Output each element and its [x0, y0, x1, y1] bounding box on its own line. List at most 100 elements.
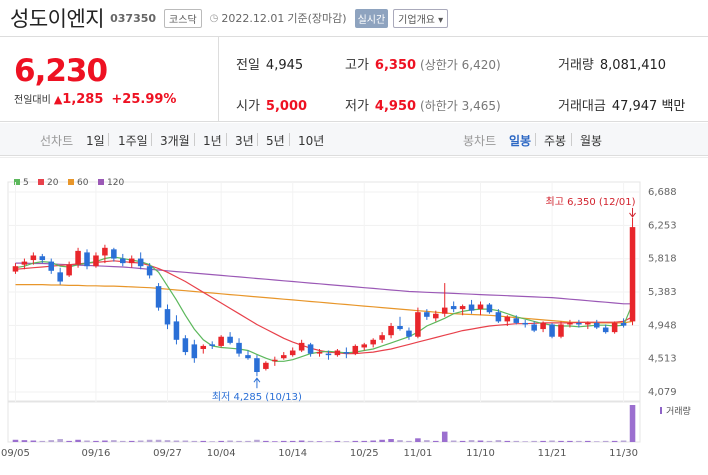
- amount-value: 47,947 백만: [611, 99, 686, 114]
- ma5-line: [15, 256, 634, 362]
- candle-body: [227, 336, 233, 343]
- tab-candle-chart[interactable]: 봉차트: [463, 134, 497, 148]
- volume-bar: [388, 439, 394, 442]
- volume-bar: [441, 431, 448, 442]
- candle-body: [111, 249, 117, 259]
- candle-body: [164, 309, 171, 325]
- volume-bar: [486, 440, 493, 442]
- volume-bar: [611, 440, 618, 442]
- legend-swatch-5: [14, 179, 20, 185]
- volume-bar: [477, 440, 484, 442]
- volume-bar: [629, 405, 636, 442]
- candle-body: [209, 344, 215, 346]
- company-info-dropdown[interactable]: 기업개요 ▾: [393, 8, 449, 28]
- tab-weekly[interactable]: 주봉: [544, 134, 567, 148]
- x-tick-label: 10/04: [207, 448, 236, 459]
- company-info-label: 기업개요: [398, 14, 435, 26]
- x-tick-label: 11/30: [609, 448, 638, 459]
- candle-body: [272, 359, 278, 362]
- volume-legend-swatch: [660, 407, 662, 414]
- tab-5year[interactable]: 5년: [266, 134, 285, 148]
- legend-label-120: 120: [107, 178, 124, 188]
- y-tick-label: 5,818: [648, 254, 677, 265]
- tab-10year[interactable]: 10년: [298, 134, 325, 148]
- tab-1year[interactable]: 1년: [203, 134, 222, 148]
- tab-monthly[interactable]: 월봉: [580, 134, 603, 148]
- volume-bar: [272, 441, 278, 442]
- price-change: 전일대비 ▲ 1,285 +25.99%: [14, 91, 176, 107]
- open-price: 시가 5,000: [236, 95, 307, 114]
- low-label: 저가: [345, 99, 369, 114]
- x-tick-label: 09/16: [82, 448, 111, 459]
- volume-bar: [93, 440, 99, 442]
- candle-body: [522, 322, 528, 325]
- candle-body: [352, 345, 359, 354]
- volume: 거래량 8,081,410: [558, 54, 666, 73]
- candle-body: [128, 258, 135, 264]
- candle-body: [593, 322, 600, 328]
- volume-bar: [379, 439, 385, 442]
- volume-bar: [540, 440, 546, 442]
- volume-bar: [531, 440, 537, 442]
- tab-daily[interactable]: 일봉: [509, 134, 532, 148]
- volume-bar: [280, 440, 287, 442]
- change-label: 전일대비: [14, 95, 51, 106]
- realtime-button[interactable]: 실시간: [354, 8, 389, 28]
- y-tick-label: 5,383: [648, 287, 677, 298]
- candle-body: [245, 355, 251, 359]
- legend-label-20: 20: [47, 178, 59, 188]
- current-price: 6,230: [14, 53, 108, 89]
- candle-body: [182, 338, 189, 353]
- y-tick-label: 6,253: [648, 220, 677, 231]
- volume-bar: [227, 440, 233, 442]
- candle-body: [236, 342, 242, 354]
- volume-bar: [424, 440, 430, 442]
- volume-bar: [66, 440, 72, 442]
- candle-body: [12, 266, 19, 272]
- volume-bar: [191, 440, 198, 442]
- volume-bar: [334, 440, 341, 442]
- volume-bar: [289, 440, 296, 442]
- tab-1week[interactable]: 1주일: [118, 134, 148, 148]
- candle-body: [441, 307, 448, 314]
- tab-3month[interactable]: 3개월: [160, 134, 190, 148]
- candle-body: [191, 344, 198, 359]
- volume-bar: [397, 440, 403, 442]
- up-arrow-icon: ▲: [53, 93, 63, 106]
- volume-value: 8,081,410: [599, 58, 667, 73]
- candle-body: [549, 324, 555, 337]
- candlestick-chart: 5 20 60 120 6,688 6,253 5,818 5,383 4,948 4,513 4,…: [0, 157, 708, 459]
- volume-bar: [406, 440, 412, 442]
- x-tick-label: 11/10: [466, 448, 495, 459]
- volume-bar: [325, 441, 332, 442]
- volume-bar: [558, 440, 564, 442]
- max-arrow-head: [629, 212, 636, 218]
- tab-line-chart[interactable]: 선차트: [40, 134, 74, 148]
- tab-1day[interactable]: 1일: [86, 134, 105, 148]
- legend-label-60: 60: [77, 178, 89, 188]
- candle-body: [280, 355, 287, 359]
- candle-body: [540, 322, 546, 330]
- open-value: 5,000: [265, 99, 308, 114]
- volume-bar: [111, 440, 117, 442]
- candle-body: [263, 362, 269, 369]
- volume-bar: [236, 440, 242, 442]
- x-tick-label: 10/14: [278, 448, 307, 459]
- volume-bar: [468, 440, 475, 442]
- volume-bar: [12, 439, 19, 442]
- tab-3year[interactable]: 3년: [235, 134, 254, 148]
- candle-body: [361, 344, 368, 348]
- candle-body: [504, 316, 511, 322]
- y-tick-label: 4,948: [648, 320, 677, 331]
- candle-body: [370, 339, 376, 345]
- y-tick-label: 4,079: [648, 387, 677, 398]
- volume-bar: [307, 440, 314, 442]
- candle-body: [307, 344, 314, 354]
- x-tick-label: 10/25: [350, 448, 379, 459]
- volume-bar: [39, 440, 46, 442]
- volume-bar: [567, 440, 573, 442]
- upper-limit: (상한가 6,420): [420, 58, 501, 72]
- volume-bar: [164, 440, 171, 442]
- volume-bar: [21, 440, 28, 442]
- volume-bar: [209, 441, 215, 442]
